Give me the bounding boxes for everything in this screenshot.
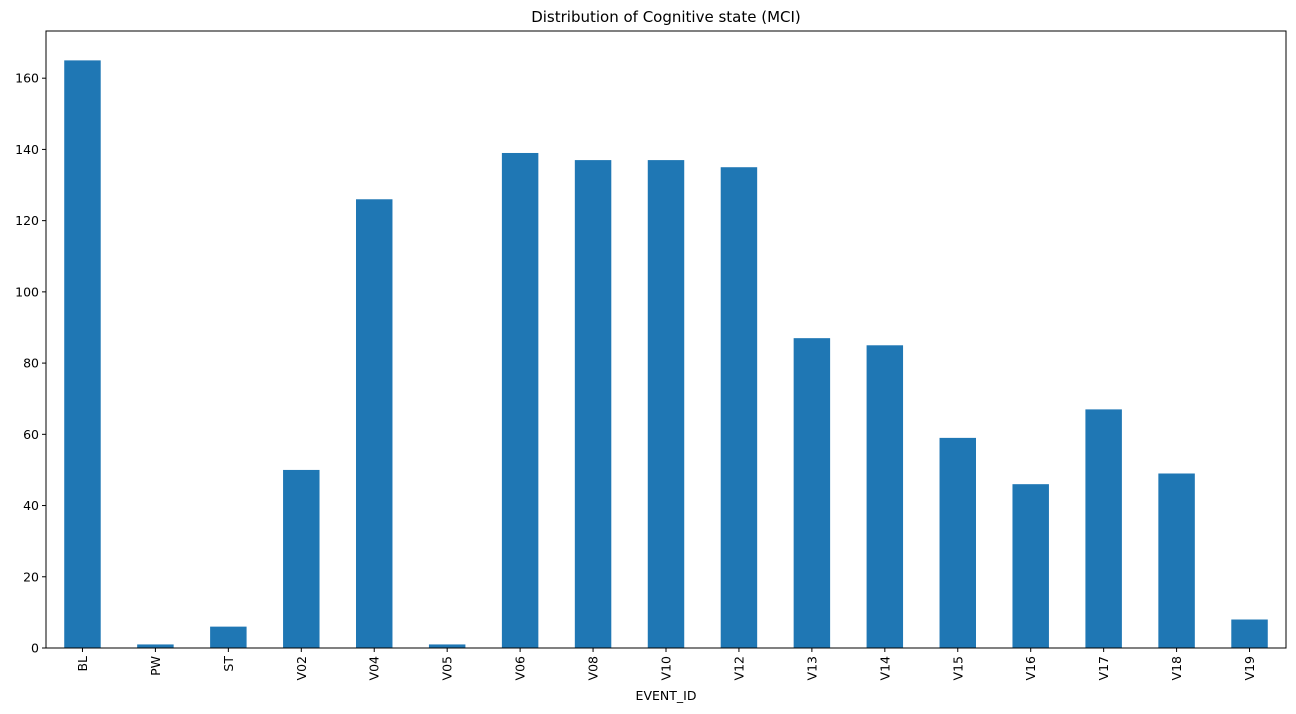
x-tick-label: PW [148,656,163,676]
bar-v10 [647,160,685,648]
x-tick-label: V15 [950,656,965,680]
x-tick-label: V08 [586,656,601,681]
bar-v18 [1158,473,1195,648]
bar-v02 [283,469,320,648]
x-tick-label: V14 [877,656,892,681]
x-tick-label: V02 [294,656,309,680]
bar-v16 [1012,484,1049,648]
y-tick-label: 20 [23,569,39,584]
bar-pw [137,644,174,648]
chart-title: Distribution of Cognitive state (MCI) [531,8,801,26]
x-tick-label: V04 [367,656,382,681]
y-tick-label: 120 [15,213,39,228]
y-axis: 0 20 40 60 80 100 120 140 160 [15,71,46,656]
bar-v12 [720,167,758,649]
x-axis: BL PW ST V02 V04 V05 V06 V08 V10 V12 V13 V14 V15 V16 V… [75,648,1257,680]
x-tick-label: V10 [659,656,674,681]
x-tick-label: ST [221,656,236,672]
x-tick-label: BL [75,656,90,672]
x-axis-label: EVENT_ID [636,688,697,703]
bars-group [64,60,1268,649]
bar-v14 [866,345,904,648]
x-tick-label: V18 [1169,656,1184,681]
x-tick-label: V13 [804,656,819,680]
bar-v04 [356,199,393,649]
bar-v19 [1231,619,1268,648]
y-tick-label: 60 [23,427,39,442]
y-tick-label: 100 [15,284,39,299]
y-tick-label: 0 [31,641,39,656]
bar-v05 [428,644,466,648]
bar-v17 [1085,409,1122,648]
x-tick-label: V12 [731,656,746,680]
x-tick-label: V05 [440,656,455,680]
bar-v06 [501,152,539,648]
bar-st [210,626,247,648]
y-tick-label: 40 [23,498,39,513]
x-tick-label: V16 [1023,656,1038,681]
x-tick-label: V06 [513,656,528,681]
plot-frame [45,30,1287,649]
bar-v08 [574,160,612,648]
y-tick-label: 140 [15,142,39,157]
y-tick-label: 80 [23,356,39,371]
y-tick-label: 160 [15,71,39,86]
bar-v15 [939,437,976,648]
bar-v13 [793,338,831,648]
x-tick-label: V19 [1242,656,1257,681]
x-tick-label: V17 [1096,656,1111,680]
bar-bl [64,60,101,648]
